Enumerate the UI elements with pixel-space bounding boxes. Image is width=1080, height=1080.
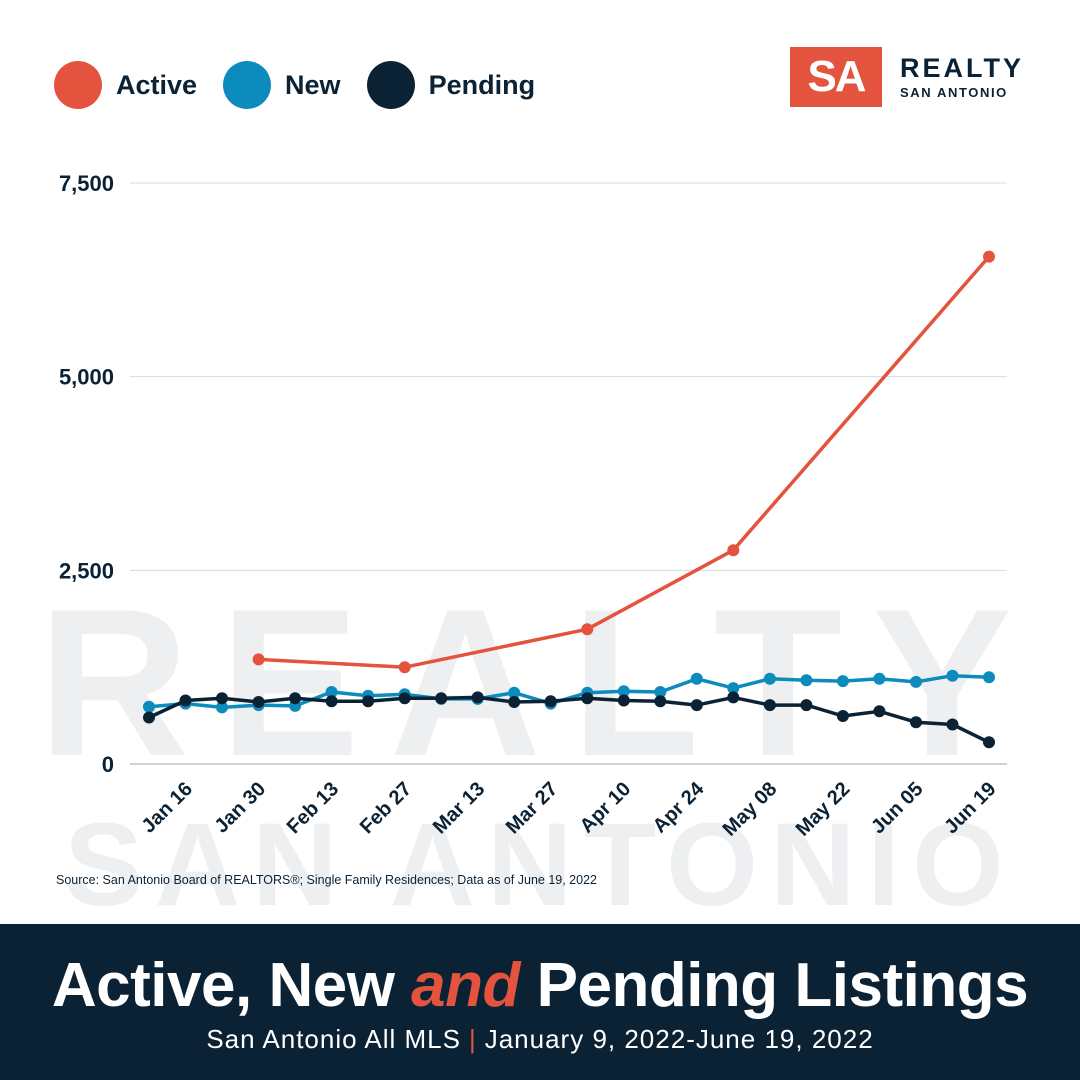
data-point-pending [398,692,411,705]
data-point-new [508,686,521,699]
x-tick-label: Jun 05 [867,778,927,838]
series-line-pending [147,695,991,745]
x-tick-label: Jan 16 [137,778,197,838]
data-point-pending [763,699,776,712]
logo-main: REALTY [900,53,1024,83]
data-point-new [910,675,922,688]
data-point-pending [179,694,192,707]
data-point-pending [983,736,995,749]
data-point-pending [727,691,740,704]
data-point-pending [617,694,630,707]
data-point-new [800,674,813,687]
legend: Active New Pending [54,60,561,110]
data-point-active [252,653,265,666]
x-tick-label: May 22 [792,778,855,841]
data-point-pending [873,705,886,718]
data-point-new [617,685,630,698]
data-point-new [143,700,155,713]
data-point-new [654,686,667,698]
data-point-pending [216,692,228,705]
x-tick-label: Apr 10 [576,778,636,838]
x-tick-label: May 08 [719,778,782,841]
data-point-new [690,672,703,685]
data-point-new [727,682,740,695]
data-point-pending [252,696,265,708]
y-tick-label: 5,000 [59,365,114,390]
logo-mark: SA [790,47,882,107]
data-point-new [946,669,959,682]
data-point-new [873,672,886,685]
data-point-pending [143,711,155,724]
data-point-pending [435,692,448,705]
data-point-pending [581,692,594,705]
data-point-pending [910,716,922,729]
legend-dot-active [54,61,102,109]
legend-item-pending: Pending [366,61,536,109]
series-line-active [256,254,991,669]
subtitle-left: San Antonio All MLS [206,1024,461,1054]
data-point-pending [654,695,667,708]
legend-label-new: New [285,69,341,100]
subtitle-separator: | [468,1024,477,1054]
chart-title: Active, New and Pending Listings [0,950,1080,1021]
data-point-pending [325,695,338,708]
chart-subtitle: San Antonio All MLS | January 9, 2022-June… [0,1024,1080,1055]
data-point-active [398,661,411,674]
y-tick-label: 0 [102,752,114,777]
data-point-new [216,701,228,714]
title-accent: and [411,951,520,1020]
data-point-pending [508,696,521,708]
data-point-pending [690,699,703,712]
data-point-active [983,250,995,263]
legend-item-new: New [223,61,341,109]
data-point-pending [800,699,813,712]
data-point-pending [544,695,557,708]
x-tick-label: Jun 19 [940,778,1000,838]
data-point-pending [289,692,302,705]
footer-banner: Active, New and Pending Listings San Ant… [0,924,1080,1080]
x-tick-label: Mar 13 [429,778,489,838]
data-point-active [581,623,594,636]
legend-label-pending: Pending [428,69,536,100]
x-tick-label: Apr 24 [649,777,709,837]
data-point-pending [471,691,484,704]
data-point-pending [362,695,375,708]
title-part-2: Pending Listings [519,951,1029,1020]
brand-logo: SA REALTY SAN ANTONIO [790,47,1024,107]
data-point-pending [946,718,959,731]
data-point-new [325,686,338,698]
logo-sub: SAN ANTONIO [900,85,1008,100]
source-note: Source: San Antonio Board of REALTORS®; … [56,873,597,887]
series-line-new [147,673,991,710]
subtitle-right: January 9, 2022-June 19, 2022 [484,1024,874,1054]
line-chart: 0 2,500 5,000 7,500 Jan 16 Jan 30 Feb 13 Feb 27… [59,171,1007,841]
legend-dot-pending [366,61,415,109]
x-tick-label: Mar 27 [502,778,562,838]
x-tick-label: Jan 30 [211,778,271,838]
data-point-new [763,672,776,685]
data-point-active [727,544,740,557]
legend-dot-new [223,61,272,109]
x-tick-label: Feb 13 [283,778,343,838]
legend-item-active: Active [54,61,197,109]
data-point-pending [836,710,849,722]
logo-text: REALTY SAN ANTONIO [900,53,1024,100]
data-point-new [983,671,995,684]
title-part-1: Active, New [51,951,412,1020]
legend-label-active: Active [116,69,198,100]
y-tick-label: 7,500 [59,171,114,196]
x-tick-label: Feb 27 [356,778,416,838]
data-point-new [836,675,849,688]
y-tick-label: 2,500 [59,558,114,583]
